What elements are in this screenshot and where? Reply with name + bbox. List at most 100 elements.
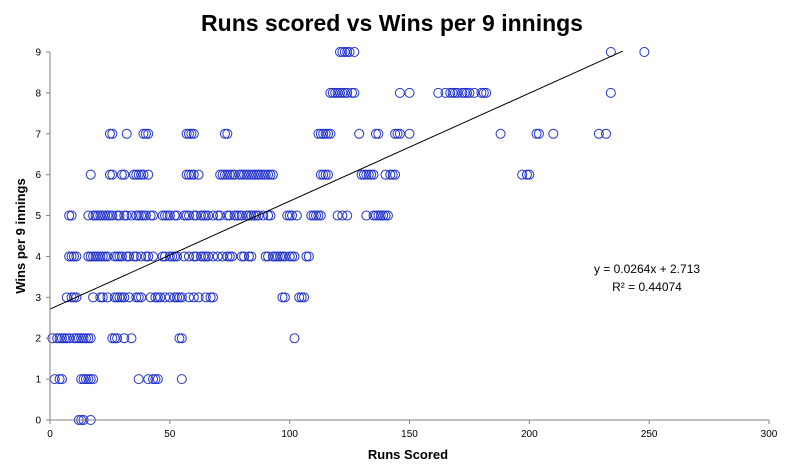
data-point bbox=[320, 169, 331, 180]
data-point bbox=[114, 251, 125, 262]
data-point bbox=[68, 333, 79, 344]
data-point bbox=[95, 292, 106, 303]
data-point bbox=[440, 87, 451, 98]
data-point bbox=[169, 210, 180, 221]
data-point bbox=[481, 87, 492, 98]
y-tick-label: 0 bbox=[35, 416, 41, 427]
data-point bbox=[143, 128, 154, 139]
data-point bbox=[404, 87, 415, 98]
data-point bbox=[203, 251, 214, 262]
data-point bbox=[313, 210, 324, 221]
trendline-equation: y = 0.0264x + 2.713 bbox=[594, 262, 700, 276]
data-point bbox=[95, 251, 106, 262]
data-point bbox=[184, 251, 195, 262]
data-point bbox=[222, 128, 233, 139]
data-point bbox=[327, 87, 338, 98]
data-point bbox=[212, 210, 223, 221]
data-point bbox=[605, 87, 616, 98]
y-tick-label: 7 bbox=[35, 129, 41, 140]
data-point bbox=[138, 210, 149, 221]
data-point bbox=[478, 87, 489, 98]
data-point bbox=[85, 374, 96, 385]
data-point bbox=[188, 169, 199, 180]
data-point bbox=[138, 169, 149, 180]
data-point bbox=[476, 87, 487, 98]
data-point bbox=[152, 374, 163, 385]
data-point bbox=[246, 169, 257, 180]
data-point bbox=[289, 251, 300, 262]
data-point bbox=[315, 128, 326, 139]
data-point bbox=[356, 169, 367, 180]
data-point bbox=[205, 292, 216, 303]
data-point bbox=[85, 169, 96, 180]
data-point bbox=[107, 169, 118, 180]
data-point bbox=[358, 169, 369, 180]
data-point bbox=[92, 251, 103, 262]
data-point bbox=[263, 251, 274, 262]
data-point bbox=[172, 210, 183, 221]
data-point bbox=[116, 292, 127, 303]
data-point bbox=[287, 251, 298, 262]
data-point bbox=[224, 169, 235, 180]
data-point bbox=[176, 374, 187, 385]
data-point bbox=[335, 47, 345, 57]
data-point bbox=[143, 169, 154, 180]
data-point bbox=[246, 210, 257, 221]
x-axis-ticks: 0 50 100 150 200 250 300 bbox=[47, 420, 778, 440]
data-point bbox=[112, 210, 123, 221]
data-point bbox=[277, 251, 288, 262]
data-point bbox=[184, 169, 195, 180]
data-point bbox=[366, 169, 377, 180]
data-point bbox=[404, 128, 415, 139]
data-point bbox=[136, 169, 147, 180]
data-point bbox=[332, 210, 343, 221]
data-point bbox=[109, 292, 120, 303]
data-point bbox=[164, 292, 175, 303]
data-point bbox=[601, 128, 612, 139]
data-point bbox=[152, 292, 163, 303]
data-point bbox=[88, 251, 99, 262]
data-point bbox=[104, 169, 115, 180]
data-point bbox=[107, 128, 118, 139]
data-point bbox=[222, 251, 233, 262]
data-point bbox=[181, 210, 192, 221]
data-point bbox=[385, 169, 396, 180]
data-point bbox=[56, 333, 67, 344]
data-point bbox=[88, 292, 99, 303]
data-point bbox=[229, 210, 240, 221]
data-point bbox=[284, 251, 295, 262]
data-point bbox=[267, 251, 278, 262]
data-point bbox=[320, 128, 331, 139]
data-point bbox=[66, 251, 77, 262]
data-point bbox=[363, 169, 374, 180]
data-point bbox=[85, 251, 96, 262]
data-point bbox=[335, 87, 345, 98]
data-point bbox=[289, 333, 300, 344]
data-point bbox=[222, 210, 233, 221]
data-point bbox=[140, 210, 151, 221]
data-point bbox=[71, 333, 82, 344]
data-point bbox=[337, 47, 348, 57]
data-point bbox=[313, 128, 324, 139]
trendline-r-squared: R² = 0.44074 bbox=[612, 280, 682, 294]
data-point bbox=[306, 210, 317, 221]
data-point bbox=[253, 210, 264, 221]
data-point bbox=[450, 87, 461, 98]
data-point bbox=[52, 333, 63, 344]
data-point bbox=[294, 292, 305, 303]
data-point bbox=[88, 210, 99, 221]
data-point bbox=[207, 210, 218, 221]
data-point bbox=[390, 128, 401, 139]
data-point bbox=[368, 210, 379, 221]
data-point bbox=[85, 333, 96, 344]
data-point bbox=[349, 87, 360, 98]
data-point bbox=[253, 169, 264, 180]
data-point bbox=[78, 333, 89, 344]
data-point bbox=[102, 292, 113, 303]
data-point bbox=[219, 169, 230, 180]
data-point bbox=[78, 374, 89, 385]
data-point bbox=[548, 128, 559, 139]
data-point bbox=[229, 169, 240, 180]
data-point bbox=[114, 292, 125, 303]
trendline bbox=[49, 50, 624, 310]
